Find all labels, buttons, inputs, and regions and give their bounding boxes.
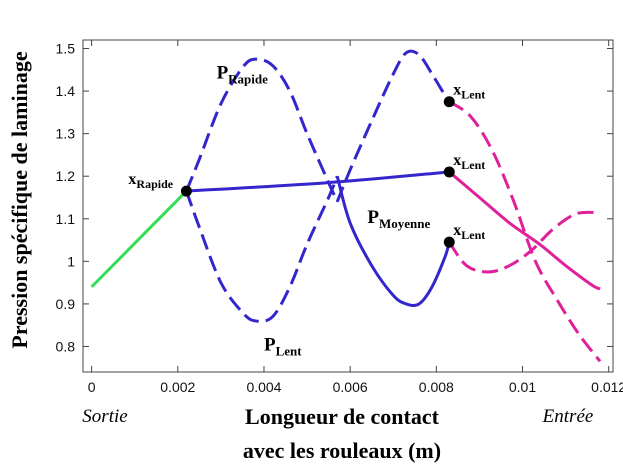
- series-line-2: [185, 57, 339, 203]
- marker-point: [443, 236, 455, 248]
- point-label: xRapide: [128, 171, 173, 191]
- x-tick-label: 0.01: [509, 379, 536, 395]
- point-label-main: x: [453, 152, 461, 169]
- series-layer: [90, 49, 602, 363]
- y-tick-label: 1.5: [56, 41, 76, 57]
- annotation-main: P: [217, 62, 229, 83]
- x-tick-label: 0.002: [160, 379, 195, 395]
- series-line-6: [448, 100, 602, 363]
- y-tick-label: 1.1: [56, 211, 76, 227]
- point-label-sub: Rapide: [136, 177, 173, 191]
- point-label: xLent: [453, 82, 485, 102]
- point-label-sub: Lent: [461, 88, 485, 102]
- point-label-sub: Lent: [461, 228, 485, 242]
- x-tick-label: 0.006: [333, 379, 368, 395]
- entree-label: Entrée: [542, 406, 594, 427]
- x-tick-label: 0.004: [246, 379, 281, 395]
- x-tick-label: 0.012: [591, 379, 623, 395]
- y-tick-label: 1.3: [56, 126, 76, 142]
- axes: 0 0.002 0.004 0.006 0.008 0.01 0.012 0.8 0.9 1 1.1…: [56, 40, 623, 395]
- x-tick-label: 0.008: [419, 379, 454, 395]
- y-tick-label: 0.9: [56, 296, 76, 312]
- series-line-4: [185, 175, 339, 323]
- point-label-main: x: [453, 82, 461, 99]
- marker-point: [180, 185, 192, 197]
- y-tick-label: 0.8: [56, 338, 76, 354]
- series-line-3: [335, 49, 451, 203]
- point-label-main: x: [128, 171, 136, 188]
- series-annotation: PLent: [264, 335, 302, 359]
- series-line-7: [448, 170, 601, 291]
- y-axis-label: Pression spécifique de laminage: [7, 51, 32, 348]
- annotation-main: P: [367, 207, 379, 228]
- y-tick-label: 1.2: [56, 168, 76, 184]
- x-axis-label-line1: Longueur de contact: [245, 404, 440, 429]
- point-label: xLent: [453, 152, 485, 172]
- annotation-main: P: [264, 335, 276, 356]
- annotation-sub: Moyenne: [379, 216, 431, 231]
- series-annotation: PMoyenne: [367, 207, 430, 231]
- series-line-0: [90, 190, 188, 288]
- series-line-8: [448, 210, 601, 274]
- point-label-main: x: [453, 222, 461, 239]
- point-label: xLent: [453, 222, 485, 242]
- series-annotation: PRapide: [217, 62, 269, 86]
- sortie-label: Sortie: [82, 406, 127, 427]
- annotation-sub: Lent: [276, 344, 303, 359]
- annotation-sub: Rapide: [228, 71, 268, 86]
- plot-frame: [82, 39, 614, 373]
- y-tick-label: 1.4: [56, 83, 76, 99]
- y-tick-label: 1: [67, 253, 75, 269]
- marker-point: [443, 96, 455, 108]
- point-label-sub: Lent: [461, 158, 485, 172]
- marker-point: [443, 166, 455, 178]
- x-tick-label: 0: [88, 379, 96, 395]
- x-axis-label-line2: avec les rouleaux (m): [243, 438, 441, 463]
- series-line-5: [335, 175, 451, 308]
